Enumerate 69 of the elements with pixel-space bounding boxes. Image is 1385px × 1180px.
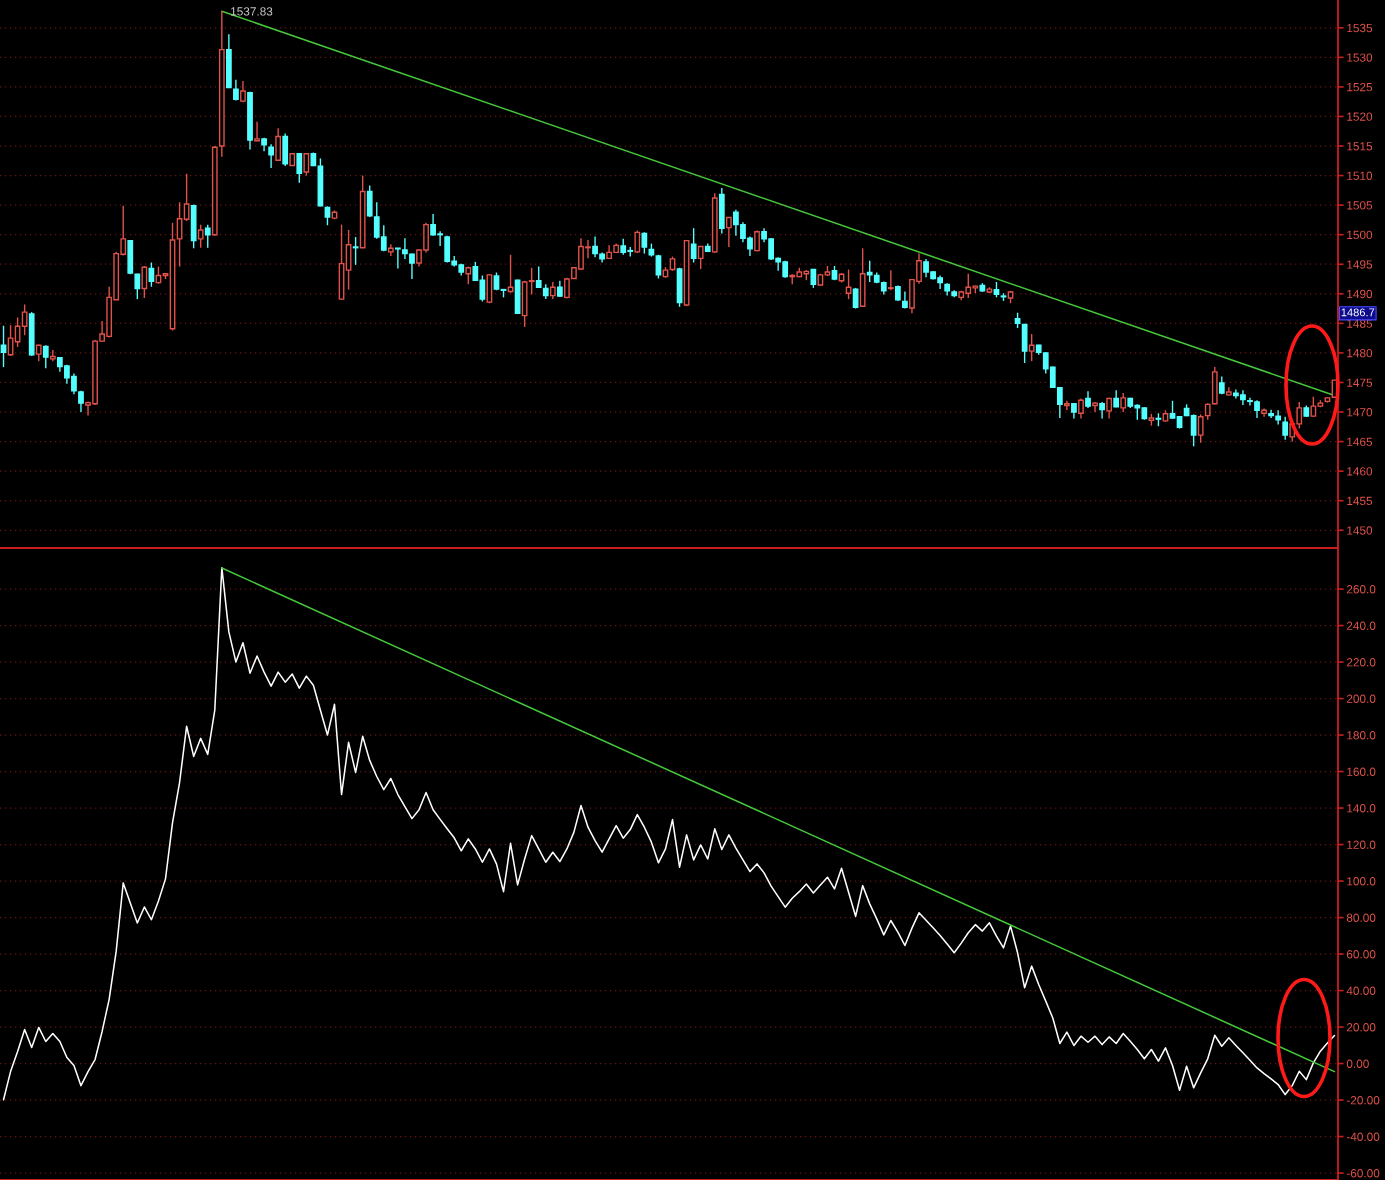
candlestick	[204, 223, 211, 249]
y-tick-label: 1530	[1347, 53, 1373, 62]
y-tick-label: -60.00	[1346, 1169, 1380, 1178]
y-tick-label: 120.0	[1347, 840, 1376, 849]
y-tick-label: 240.0	[1346, 621, 1376, 630]
y-tick-label: 1460	[1347, 467, 1373, 476]
candlestick	[887, 269, 894, 291]
candlestick	[1078, 397, 1084, 420]
candlestick	[275, 127, 282, 162]
y-tick-label: 160.0	[1347, 767, 1376, 776]
candlestick	[1310, 395, 1317, 418]
candlestick	[641, 231, 648, 255]
y-tick-label: -40.00	[1346, 1132, 1380, 1141]
y-tick-label: 1455	[1347, 496, 1373, 506]
y-tick-label: 0.00	[1346, 1059, 1369, 1068]
candlestick	[1197, 413, 1204, 444]
candlestick	[409, 252, 415, 280]
candlestick	[1190, 413, 1197, 448]
y-tick-label: 220.0	[1346, 658, 1376, 667]
y-tick-label: 140.0	[1347, 804, 1376, 813]
candlestick	[141, 265, 148, 299]
y-tick-label: 180.0	[1347, 731, 1376, 740]
y-tick-label: 1500	[1347, 230, 1373, 240]
y-tick-label: 1535	[1347, 23, 1373, 33]
y-tick-label: 200.0	[1346, 694, 1376, 703]
candlestick	[176, 201, 183, 268]
y-tick-label: 60.00	[1346, 950, 1376, 959]
y-tick-label: 1475	[1347, 378, 1373, 387]
candlestick	[1120, 392, 1127, 413]
candlestick	[296, 152, 303, 184]
y-tick-label: 1490	[1347, 289, 1373, 299]
candlestick	[1282, 416, 1289, 441]
y-tick-label: 1480	[1347, 348, 1373, 358]
line-series	[2, 566, 1336, 1101]
candlestick	[1261, 407, 1267, 418]
candlestick	[535, 265, 542, 289]
y-tick-label: 1465	[1347, 437, 1373, 446]
y-tick-label: -20.00	[1346, 1096, 1380, 1105]
y-tick-label: 1495	[1347, 260, 1373, 269]
candlestick	[472, 261, 479, 282]
y-tick-label: 100.0	[1347, 877, 1376, 886]
annotation: 1537.83	[231, 7, 273, 16]
candlestick	[324, 205, 331, 226]
candlestick	[1028, 333, 1035, 362]
y-tick-label: 1485	[1347, 319, 1373, 328]
y-tick-label: 80.00	[1346, 913, 1376, 922]
candlestick	[352, 236, 359, 266]
y-tick-label: 20.00	[1346, 1023, 1376, 1032]
candlestick	[268, 143, 274, 169]
candlestick	[303, 152, 310, 177]
candlestick	[197, 223, 204, 249]
y-tick-label: 1525	[1347, 82, 1373, 92]
candlestick	[134, 273, 141, 300]
candlestick	[592, 235, 598, 258]
y-tick-label: 1510	[1347, 171, 1373, 180]
candlestick	[902, 290, 908, 310]
candlestick	[690, 227, 697, 264]
y-tick-label: 1515	[1347, 142, 1373, 151]
y-tick-label: 1505	[1347, 201, 1373, 210]
y-tick-label: 1470	[1347, 408, 1373, 417]
y-tick-label: 1520	[1347, 112, 1373, 121]
candlestick	[21, 303, 28, 336]
candlestick	[725, 216, 732, 248]
candlestick	[1064, 400, 1070, 411]
y-tick-label: 260.0	[1346, 585, 1376, 594]
candlestick	[42, 344, 49, 369]
y-tick-label: 1450	[1347, 526, 1373, 535]
y-tick-label: 40.00	[1346, 986, 1376, 995]
annotation: 1486.7	[1341, 308, 1375, 317]
